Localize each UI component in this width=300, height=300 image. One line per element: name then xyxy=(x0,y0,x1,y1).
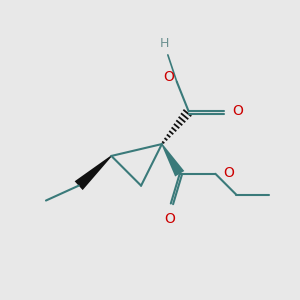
Text: O: O xyxy=(232,104,244,118)
Text: O: O xyxy=(164,212,175,226)
Text: O: O xyxy=(224,166,235,180)
Text: H: H xyxy=(160,38,170,50)
Polygon shape xyxy=(75,155,112,190)
Text: O: O xyxy=(164,70,174,84)
Polygon shape xyxy=(161,144,184,176)
